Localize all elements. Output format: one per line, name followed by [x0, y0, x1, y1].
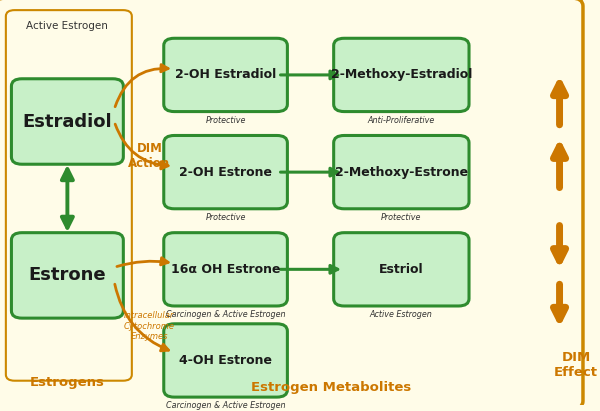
FancyBboxPatch shape — [334, 233, 469, 306]
FancyBboxPatch shape — [0, 0, 583, 409]
Text: 2-Methoxy-Estrone: 2-Methoxy-Estrone — [335, 166, 468, 179]
FancyBboxPatch shape — [11, 233, 124, 318]
Text: Protective: Protective — [205, 115, 246, 125]
FancyBboxPatch shape — [6, 10, 132, 381]
FancyBboxPatch shape — [164, 324, 287, 397]
Text: Protective: Protective — [381, 213, 422, 222]
FancyBboxPatch shape — [11, 79, 124, 164]
Text: Intracellular
Cytochrome
Enzymes: Intracellular Cytochrome Enzymes — [124, 311, 175, 341]
Text: DIM
Effect: DIM Effect — [554, 351, 598, 379]
FancyBboxPatch shape — [334, 38, 469, 111]
Text: Estrone: Estrone — [29, 266, 106, 284]
Text: 2-OH Estradiol: 2-OH Estradiol — [175, 68, 276, 81]
Text: Estrogens: Estrogens — [30, 376, 105, 389]
Text: 16α OH Estrone: 16α OH Estrone — [171, 263, 280, 276]
Text: Carcinogen & Active Estrogen: Carcinogen & Active Estrogen — [166, 310, 286, 319]
Text: Anti-Proliferative: Anti-Proliferative — [368, 115, 435, 125]
Text: 2-Methoxy-Estradiol: 2-Methoxy-Estradiol — [331, 68, 472, 81]
Text: Estrogen Metabolites: Estrogen Metabolites — [251, 381, 411, 394]
FancyBboxPatch shape — [334, 136, 469, 209]
Text: Carcinogen & Active Estrogen: Carcinogen & Active Estrogen — [166, 401, 286, 410]
FancyBboxPatch shape — [164, 38, 287, 111]
Text: Active Estrogen: Active Estrogen — [370, 310, 433, 319]
Text: Estradiol: Estradiol — [23, 113, 112, 131]
Text: Estriol: Estriol — [379, 263, 424, 276]
Text: 2-OH Estrone: 2-OH Estrone — [179, 166, 272, 179]
Text: DIM
Action: DIM Action — [128, 142, 170, 170]
FancyBboxPatch shape — [164, 233, 287, 306]
FancyBboxPatch shape — [164, 136, 287, 209]
Text: 4-OH Estrone: 4-OH Estrone — [179, 354, 272, 367]
Text: Protective: Protective — [205, 213, 246, 222]
Text: Active Estrogen: Active Estrogen — [26, 21, 109, 31]
